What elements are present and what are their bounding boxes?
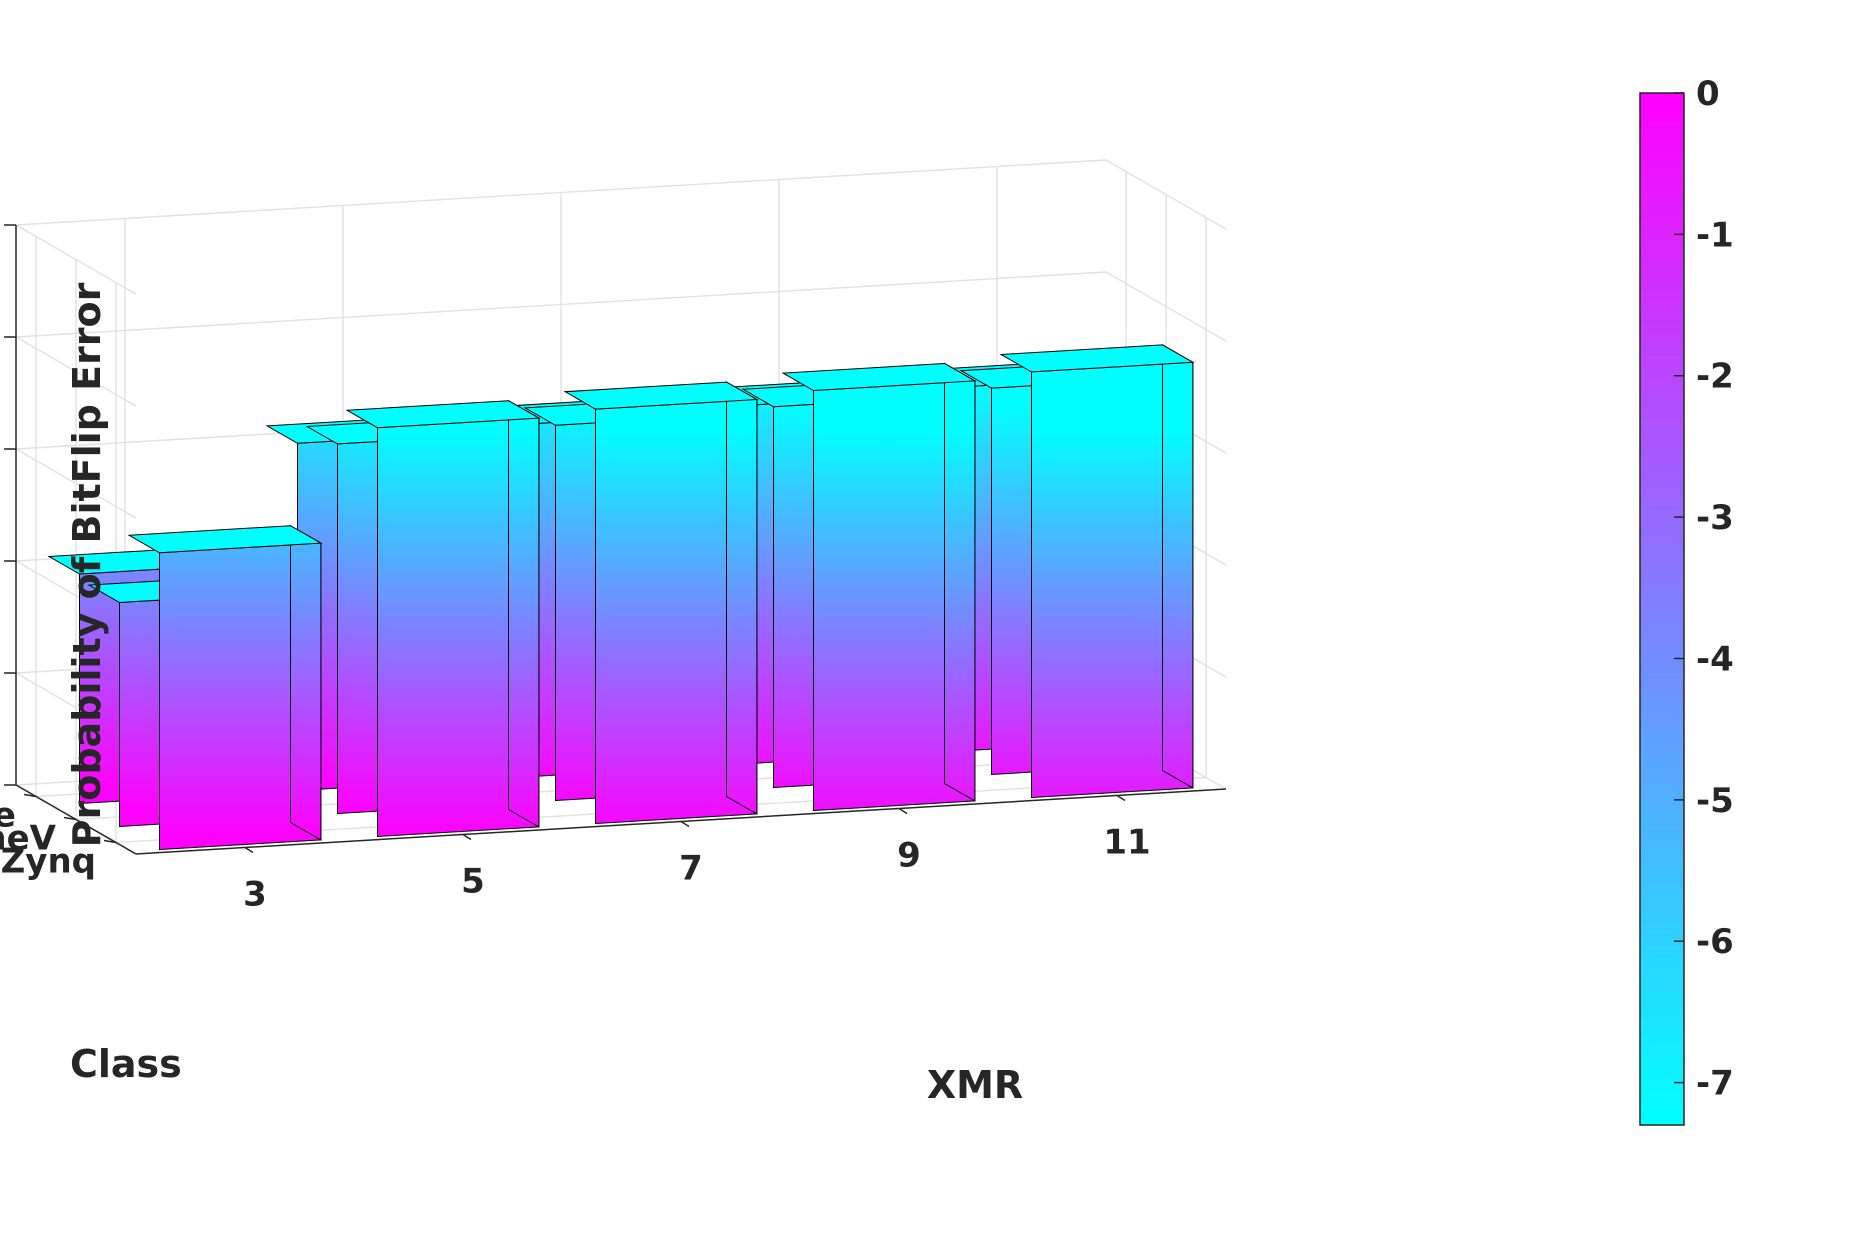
- y-tick-label: PolarFire: [0, 796, 16, 836]
- bar: [345, 399, 541, 838]
- x-axis-label: XMR: [927, 1063, 1023, 1107]
- bar-side-face: [726, 381, 758, 815]
- bar-top-face: [781, 362, 977, 392]
- bars: [47, 344, 1195, 851]
- colorbar-tick-label: -4: [1696, 639, 1734, 679]
- z-axis-label: Probability of BitFlip Error: [65, 282, 109, 847]
- tick-labels: 0-2-4-6-8-10357911ZynqCycloneVPolarFire: [0, 224, 1151, 915]
- x-tick-mark: [1116, 794, 1126, 802]
- bar: [999, 344, 1195, 799]
- y-tick-label: Zynq: [1, 842, 96, 882]
- bar-top-face: [127, 525, 323, 554]
- bar-top-face: [999, 344, 1195, 373]
- x-tick-mark: [244, 846, 254, 854]
- bar-side-face: [1162, 344, 1194, 789]
- bar-top-face: [345, 400, 541, 429]
- colorbar: 0 -1 -2 -3 -4 -5 -6 -7: [1639, 74, 1734, 1126]
- x-tick-label: 9: [897, 836, 921, 876]
- colorbar-tick-label: -5: [1696, 781, 1734, 821]
- colorbar-tick-label: -3: [1696, 498, 1734, 538]
- x-tick-label: 5: [461, 862, 485, 902]
- bar-side-face: [944, 362, 976, 802]
- bar: [127, 524, 323, 851]
- bar-side-face: [290, 524, 322, 841]
- colorbar-ticks: 0 -1 -2 -3 -4 -5 -6 -7: [1674, 74, 1734, 1104]
- colorbar-tick-label: -1: [1696, 215, 1734, 255]
- bar: [781, 362, 977, 812]
- y-tick-label: CycloneV: [0, 819, 57, 859]
- x-tick-mark: [680, 820, 690, 828]
- colorbar-tick-label: -7: [1696, 1064, 1734, 1104]
- x-tick-label: 11: [1103, 823, 1150, 863]
- colorbar-tick-label: 0: [1696, 74, 1720, 114]
- x-tick-mark: [462, 833, 472, 841]
- y-axis-label: Class: [70, 1042, 182, 1086]
- y-tick-mark: [103, 839, 117, 844]
- x-tick-label: 7: [679, 849, 703, 889]
- y-tick-mark: [23, 793, 37, 798]
- colorbar-tick-label: -6: [1696, 922, 1734, 962]
- colorbar-fill: [1639, 92, 1685, 1126]
- colorbar-tick-label: -2: [1696, 357, 1734, 397]
- bar-top-face: [563, 381, 759, 410]
- x-tick-mark: [898, 807, 908, 815]
- bar-side-face: [508, 399, 540, 828]
- x-tick-label: 3: [243, 875, 267, 915]
- bar: [563, 381, 759, 825]
- y-tick-mark: [63, 816, 77, 821]
